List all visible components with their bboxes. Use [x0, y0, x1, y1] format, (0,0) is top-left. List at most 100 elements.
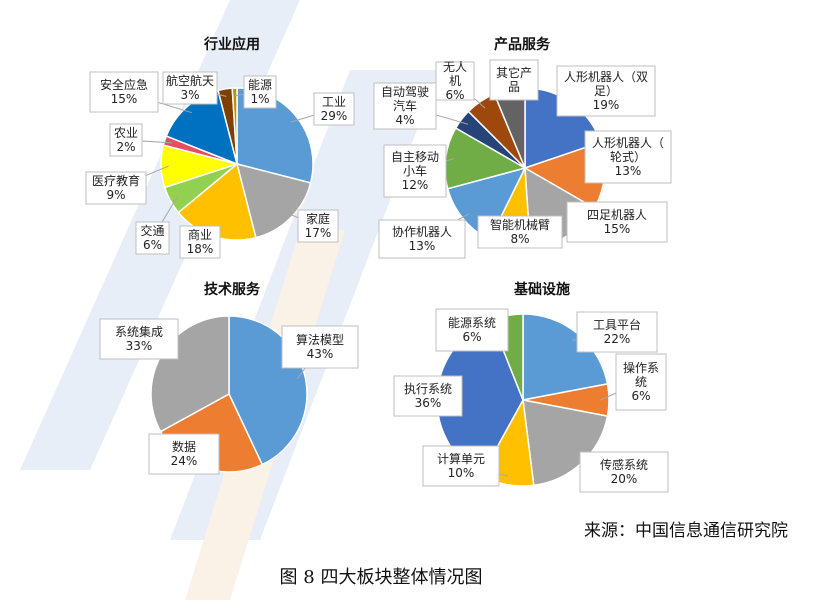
- slice-percent-label: 2%: [116, 140, 135, 154]
- slice-percent-label: 9%: [106, 188, 125, 202]
- pie-chart-product-service: 产品服务人形机器人（双足）19%人形机器人（轮式）13%四足机器人15%智能机械…: [373, 36, 672, 259]
- slice-name-label: 无人: [443, 60, 467, 74]
- slice-percent-label: 8%: [510, 232, 529, 246]
- slice-percent-label: 18%: [187, 242, 214, 256]
- slice-name-label: 人形机器人（双: [564, 70, 648, 84]
- slice-name-label: 安全应急: [100, 77, 148, 92]
- slice-name-label: 能源系统: [448, 316, 496, 330]
- pie-chart-infrastructure: 基础设施工具平台22%操作系统6%传感系统20%计算单元10%执行系统36%能源…: [393, 281, 669, 493]
- slice-name-label: 工具平台: [593, 317, 641, 332]
- slice-name-label: 能源: [248, 78, 272, 92]
- slice-percent-label: 19%: [593, 98, 620, 112]
- slice-percent-label: 13%: [409, 239, 436, 253]
- label-box: [297, 209, 339, 243]
- label-box: [422, 445, 500, 487]
- slice-name-label: 计算单元: [437, 451, 485, 466]
- label-box: [99, 318, 179, 360]
- slice-name-label: 四足机器人: [587, 208, 647, 222]
- slice-name-label: 执行系统: [404, 382, 452, 396]
- slice-percent-label: 6%: [631, 389, 650, 403]
- slice-name-label: 数据: [172, 439, 196, 454]
- slice-name-label: 其它产: [496, 65, 532, 80]
- slice-name-label: 足）: [594, 84, 618, 98]
- label-box: [109, 123, 143, 157]
- slice-percent-label: 24%: [171, 454, 198, 468]
- label-box: [615, 353, 667, 411]
- label-box: [243, 75, 277, 109]
- slice-name-label: 协作机器人: [392, 224, 452, 239]
- slice-percent-label: 10%: [448, 466, 475, 480]
- slice-name-label: 操作系: [623, 360, 659, 375]
- slice-percent-label: 22%: [604, 332, 631, 346]
- label-box: [179, 225, 221, 259]
- slice-percent-label: 15%: [111, 92, 138, 106]
- slice-percent-label: 6%: [445, 88, 464, 102]
- slice-percent-label: 12%: [402, 178, 429, 192]
- slice-name-label: 人形机器人（: [592, 136, 664, 150]
- label-box: [378, 219, 466, 259]
- slice-percent-label: 43%: [307, 347, 334, 361]
- slice-percent-label: 4%: [395, 113, 414, 127]
- slice-percent-label: 15%: [604, 222, 631, 236]
- slice-percent-label: 3%: [180, 88, 199, 102]
- chart-title: 行业应用: [203, 36, 260, 53]
- slice-name-label: 机: [449, 74, 461, 88]
- slice-percent-label: 17%: [305, 226, 332, 240]
- label-box: [313, 92, 355, 126]
- slice-name-label: 统: [635, 375, 647, 389]
- slice-name-label: 算法模型: [296, 332, 344, 347]
- slice-name-label: 系统集成: [115, 324, 163, 339]
- pie-slice: [231, 87, 238, 165]
- slice-name-label: 自动驾驶: [381, 84, 429, 99]
- label-box: [489, 59, 539, 101]
- label-box: [162, 71, 218, 105]
- slice-name-label: 医疗教育: [92, 173, 140, 188]
- slice-percent-label: 29%: [321, 109, 348, 123]
- slice-percent-label: 6%: [143, 238, 162, 252]
- label-box: [584, 130, 672, 184]
- label-box: [435, 61, 475, 101]
- label-box: [576, 311, 658, 353]
- slice-percent-label: 6%: [462, 330, 481, 344]
- slice-percent-label: 36%: [415, 396, 442, 410]
- source-note: 来源：中国信息通信研究院: [584, 521, 788, 541]
- label-box: [383, 144, 447, 198]
- chart-title: 技术服务: [204, 281, 261, 298]
- figure-caption: 图 8 四大板块整体情况图: [280, 567, 483, 588]
- slice-percent-label: 1%: [250, 92, 269, 106]
- label-box: [579, 451, 669, 493]
- label-box: [556, 65, 656, 117]
- label-box: [566, 201, 668, 243]
- slice-name-label: 工业: [322, 95, 346, 109]
- label-box: [135, 221, 170, 255]
- pie-slice: [235, 162, 312, 239]
- slice-percent-label: 13%: [615, 164, 642, 178]
- chart-title: 产品服务: [494, 36, 551, 53]
- slice-name-label: 自主移动: [391, 150, 439, 164]
- label-box: [477, 215, 563, 249]
- slice-percent-label: 20%: [611, 472, 638, 486]
- slice-name-label: 轮式）: [610, 150, 646, 164]
- label-box: [373, 82, 437, 130]
- slice-name-label: 家庭: [306, 211, 330, 226]
- label-box: [148, 433, 220, 475]
- label-box: [435, 308, 509, 352]
- slice-name-label: 农业: [114, 126, 138, 140]
- slice-name-label: 航空航天: [166, 73, 214, 88]
- slice-name-label: 汽车: [393, 98, 417, 113]
- label-box: [85, 171, 147, 205]
- label-box: [89, 71, 159, 113]
- slice-name-label: 传感系统: [600, 457, 648, 472]
- slice-percent-label: 33%: [126, 339, 153, 353]
- slice-name-label: 交通: [140, 223, 164, 238]
- slice-name-label: 小车: [403, 163, 427, 178]
- slice-name-label: 商业: [188, 227, 212, 242]
- slice-name-label: 品: [508, 80, 520, 94]
- slice-name-label: 智能机械臂: [490, 217, 550, 232]
- label-box: [393, 375, 463, 417]
- chart-title: 基础设施: [514, 281, 570, 298]
- label-box: [281, 325, 359, 369]
